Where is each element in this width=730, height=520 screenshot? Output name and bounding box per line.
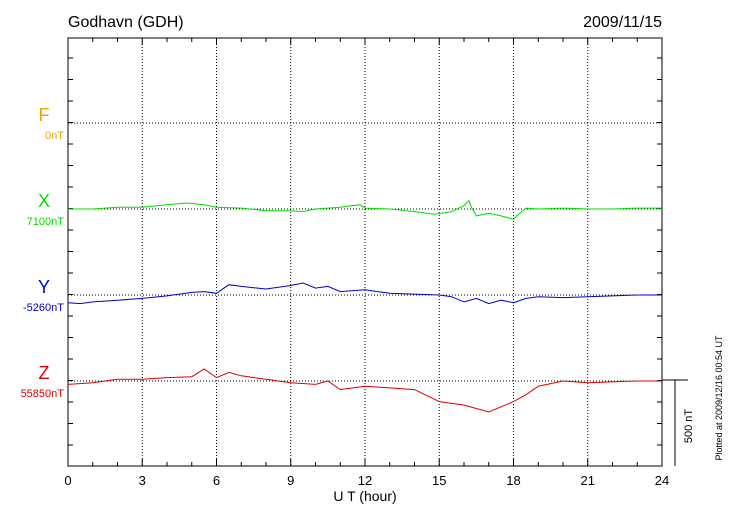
trace-X (68, 199, 662, 220)
x-tick-label-0: 0 (64, 473, 71, 488)
x-tick-label-6: 6 (213, 473, 220, 488)
series-name-F: F (39, 105, 50, 125)
grid-lines (68, 38, 662, 466)
station-title: Godhavn (GDH) (68, 14, 184, 31)
series-labels: F 0nT X 7100nT Y -5260nT Z 55850nT (21, 105, 65, 400)
x-tick-label-12: 12 (358, 473, 372, 488)
series-name-Z: Z (39, 363, 50, 383)
scale-bar: 500 nT (662, 379, 695, 466)
axis-ticks (67, 38, 663, 466)
x-axis-label: U T (hour) (333, 488, 396, 504)
scale-bar-label: 500 nT (683, 409, 695, 444)
series-baseline-X: 7100nT (27, 216, 65, 228)
x-tick-label-24: 24 (655, 473, 669, 488)
x-tick-label-15: 15 (432, 473, 446, 488)
series-baseline-F: 0nT (45, 130, 64, 142)
x-tick-label-21: 21 (581, 473, 595, 488)
series-baseline-Y: -5260nT (23, 302, 64, 314)
plotted-note: Plotted at 2009/12/16 00:54 UT (714, 335, 724, 461)
trace-Z (67, 368, 662, 413)
trace-Y (67, 282, 662, 305)
series-traces (67, 199, 662, 413)
series-name-Y: Y (38, 277, 50, 297)
series-name-X: X (38, 191, 50, 211)
date-label: 2009/11/15 (583, 14, 662, 31)
x-tick-label-9: 9 (287, 473, 294, 488)
x-tick-labels: 0 3 6 9 12 15 18 21 24 (64, 473, 669, 488)
x-tick-label-18: 18 (506, 473, 520, 488)
x-tick-label-3: 3 (139, 473, 146, 488)
series-baseline-Z: 55850nT (21, 388, 65, 400)
